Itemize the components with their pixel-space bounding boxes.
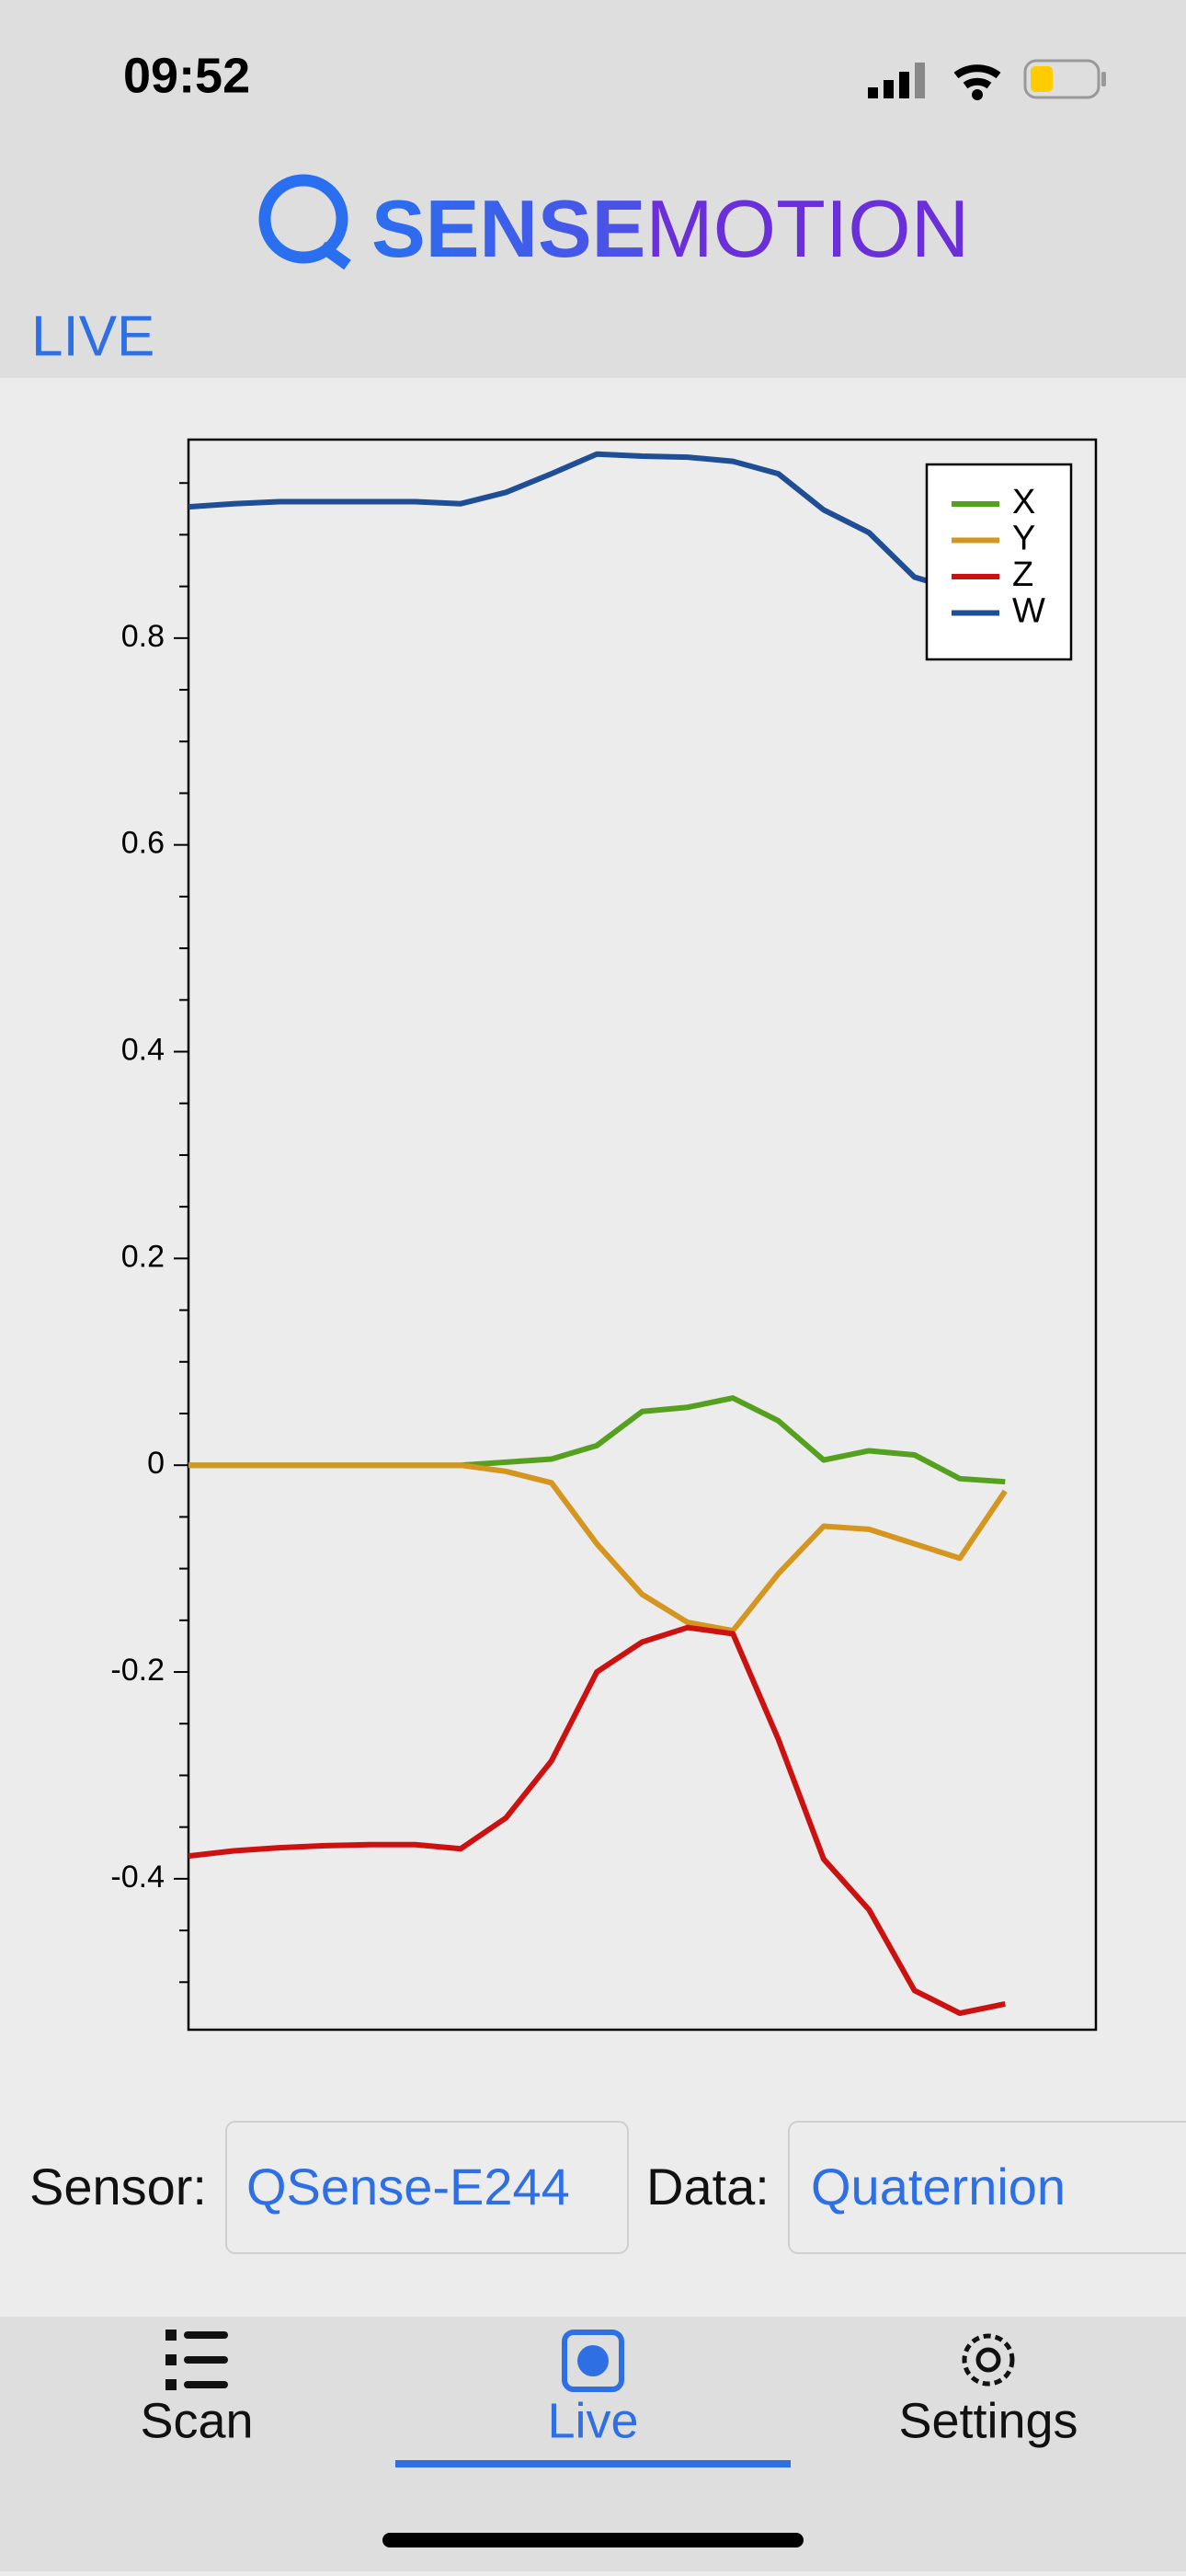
tab-live[interactable]: Live <box>395 2330 791 2467</box>
series-line <box>188 1462 1008 1634</box>
legend-label: W <box>1012 592 1045 631</box>
sensor-select[interactable] <box>225 2121 629 2254</box>
legend-label: Y <box>1012 520 1035 558</box>
controls: Sensor: QSense-E244 Data: Quaternion <box>29 2121 1186 2254</box>
settings-icon <box>962 2333 1015 2387</box>
live-icon-dot <box>577 2345 609 2376</box>
svg-text:SENSEMOTION: SENSEMOTION <box>371 183 969 274</box>
y-tick-label: 0.6 <box>121 826 165 861</box>
data-select[interactable] <box>788 2121 1186 2254</box>
scan-icon <box>165 2330 228 2390</box>
settings-icon-center <box>975 2347 1001 2373</box>
logo-bold: SENSE <box>371 183 645 274</box>
tab-label: Settings <box>898 2393 1078 2448</box>
tab-label: Live <box>547 2393 638 2448</box>
tab-label: Scan <box>140 2393 253 2448</box>
logo-light: MOTION <box>645 183 969 274</box>
data-label: Data: <box>646 2158 770 2215</box>
y-tick-label: 0.8 <box>121 619 165 654</box>
tab-settings[interactable]: Settings <box>898 2333 1078 2448</box>
section-title: LIVE <box>31 304 154 368</box>
y-tick-label: -0.2 <box>110 1653 165 1688</box>
legend-label: X <box>1012 483 1035 521</box>
status-time: 09:52 <box>123 48 250 103</box>
data-value: Quaternion <box>811 2158 1066 2215</box>
series-line <box>188 451 1007 605</box>
tab-scan[interactable]: Scan <box>140 2330 254 2448</box>
y-tick-label: 0.4 <box>121 1033 165 1068</box>
series-line <box>188 1624 1006 2017</box>
y-tick-label: 0 <box>147 1446 165 1481</box>
home-indicator <box>382 2533 804 2547</box>
legend-box <box>925 463 1073 661</box>
y-tick-label: -0.4 <box>110 1860 165 1895</box>
header-bg <box>0 0 1186 378</box>
plot-area <box>187 438 1098 2032</box>
y-tick-label: 0.2 <box>121 1239 165 1274</box>
logo: SENSEMOTION <box>258 174 969 274</box>
sensor-value: QSense-E244 <box>246 2158 570 2215</box>
sensor-label: Sensor: <box>29 2158 207 2215</box>
legend-label: Z <box>1012 555 1033 594</box>
active-indicator <box>395 2460 791 2467</box>
status-icons <box>868 59 1106 100</box>
live-icon <box>562 2330 624 2392</box>
